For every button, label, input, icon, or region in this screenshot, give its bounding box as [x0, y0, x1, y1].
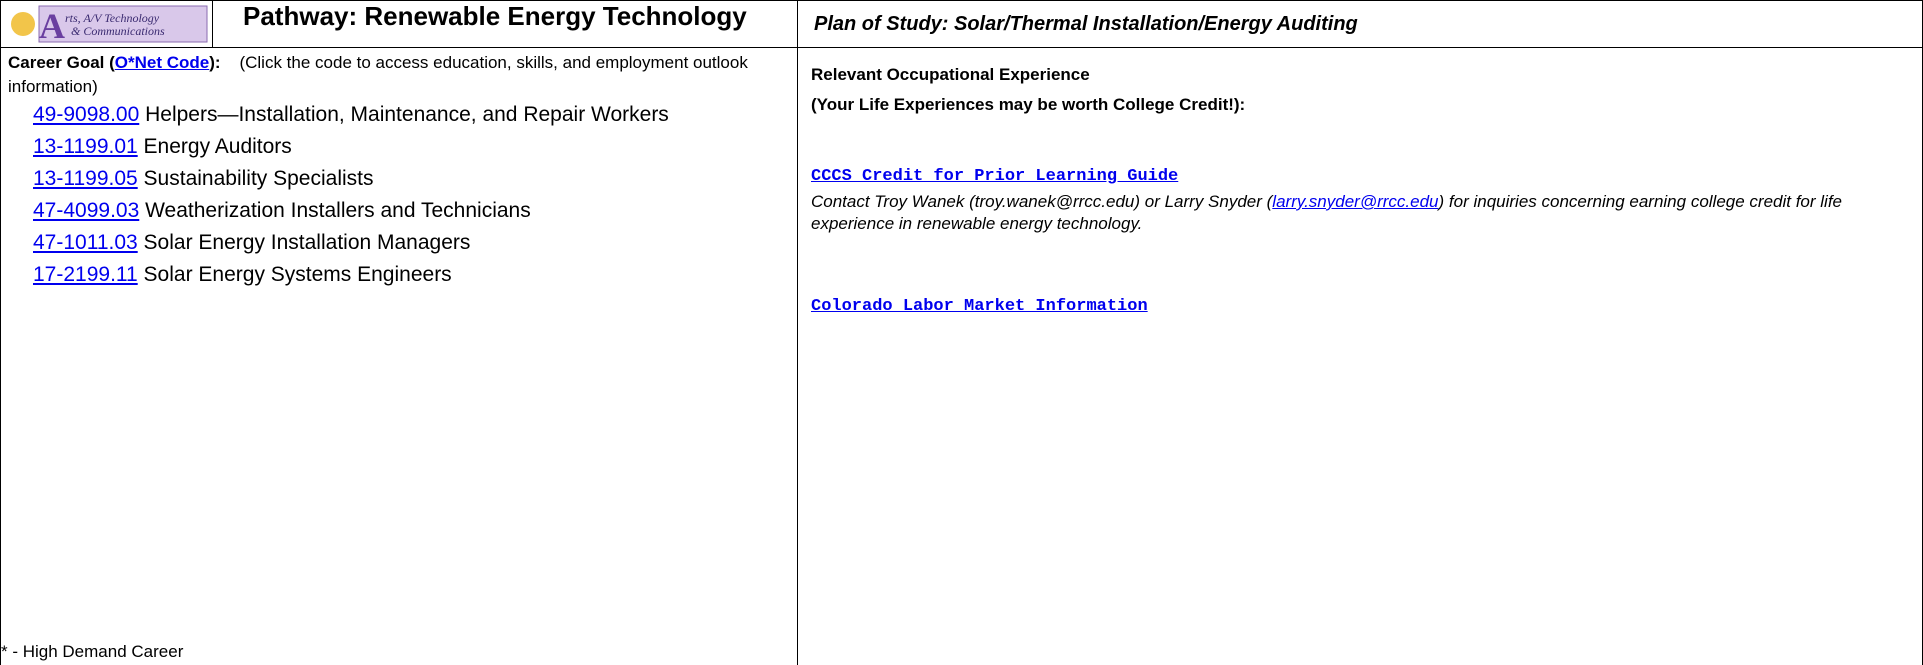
label: ):	[209, 53, 220, 72]
label: Career Goal (	[8, 53, 115, 72]
career: 47-4099.03 Weatherization Installers and…	[33, 198, 763, 223]
logo-figure	[11, 12, 35, 36]
career: 13-1199.05 Sustainability Specialists	[33, 166, 763, 191]
logo-letter: A	[39, 6, 65, 46]
logo: A rts, A/V Technology & Communications	[9, 2, 209, 46]
career-code[interactable]: 13-1199.05	[33, 167, 138, 190]
career: 49-9098.00 Helpers—Installation, Mainten…	[33, 102, 763, 127]
career: 17-2199.11 Solar Energy Systems Engineer…	[33, 262, 763, 287]
title-cell: Pathway: Renewable Energy Technology	[212, 0, 798, 48]
experience-heading: Relevant Occupational Experience(Your Li…	[811, 60, 1245, 120]
career-goal: Career Goal (O*Net Code): (Click the cod…	[8, 51, 778, 99]
link[interactable]: O*Net Code	[115, 53, 209, 72]
career-title: Weatherization Installers and Technician…	[145, 199, 531, 222]
career-title: Solar Energy Systems Engineers	[144, 263, 452, 286]
footnote: * - High Demand Career	[1, 642, 183, 662]
career-code[interactable]: 49-9098.00	[33, 103, 139, 126]
plan-title: Plan of Study: Solar/Thermal Installatio…	[814, 13, 1358, 36]
subheading: (Your Life Experiences may be worth Coll…	[811, 90, 1245, 120]
title: Pathway: Renewable Energy Technology	[243, 2, 763, 31]
labor-link[interactable]: Colorado Labor Market Information	[811, 297, 1148, 316]
career-code[interactable]: 13-1199.01	[33, 135, 138, 158]
career-title: Helpers—Installation, Maintenance, and R…	[145, 103, 669, 126]
logo-cell: A rts, A/V Technology & Communications	[0, 0, 213, 48]
page: A rts, A/V Technology & Communications P…	[0, 0, 1923, 665]
career-code[interactable]: 47-4099.03	[33, 199, 139, 222]
career-code[interactable]: 47-1011.03	[33, 231, 138, 254]
career-cell: Career Goal (O*Net Code): (Click the cod…	[0, 47, 798, 665]
guide-link[interactable]: CCCS Credit for Prior Learning Guide	[811, 167, 1178, 186]
career: 13-1199.01 Energy Auditors	[33, 134, 763, 159]
plan-cell: Plan of Study: Solar/Thermal Installatio…	[797, 0, 1923, 48]
career-code[interactable]: 17-2199.11	[33, 263, 138, 286]
career-title: Solar Energy Installation Managers	[144, 231, 471, 254]
career-title: Energy Auditors	[144, 135, 292, 158]
logo-line: rts, A/V Technology	[65, 11, 160, 25]
text: Contact Troy Wanek (troy.wanek@rrcc.edu)…	[811, 192, 1272, 211]
email-link[interactable]: larry.snyder@rrcc.edu	[1272, 192, 1438, 211]
experience-cell: Relevant Occupational Experience(Your Li…	[797, 47, 1923, 665]
career: 47-1011.03 Solar Energy Installation Man…	[33, 230, 763, 255]
contact: Contact Troy Wanek (troy.wanek@rrcc.edu)…	[811, 191, 1901, 235]
logo-line: & Communications	[71, 24, 165, 38]
heading: Relevant Occupational Experience	[811, 60, 1245, 90]
career-title: Sustainability Specialists	[144, 167, 374, 190]
